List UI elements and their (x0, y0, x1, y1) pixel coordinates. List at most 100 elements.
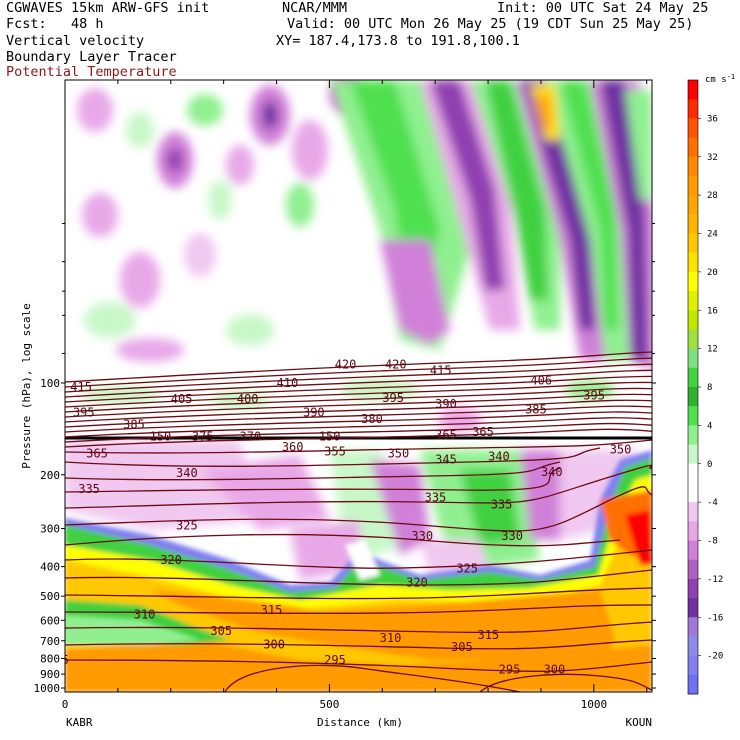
colorbar-label: 16 (707, 306, 718, 316)
colorbar-swatch (688, 425, 698, 446)
wave-band (430, 80, 505, 290)
model-label: CGWAVES 15km ARW-GFS init (6, 0, 210, 16)
colorbar-swatch (688, 502, 698, 522)
theta-label-text: 390 (435, 397, 457, 411)
colorbar-swatch (688, 329, 698, 350)
wave-cell (226, 145, 254, 185)
wave-cell (262, 101, 278, 129)
theta-label-text: 295 (499, 663, 521, 677)
trop-cell (200, 455, 330, 530)
wave-cell (77, 88, 113, 132)
colorbar-swatch (688, 559, 698, 580)
theta-label: 385 (525, 402, 547, 416)
colorbar-swatch (688, 214, 698, 234)
colorbar-label: 0 (707, 460, 712, 470)
theta-label-text: 415 (430, 364, 452, 378)
trop-cell (370, 460, 430, 555)
theta-label: 375 (192, 430, 214, 444)
theta-contour (65, 533, 621, 547)
colorbar-label: 24 (707, 230, 718, 240)
colorbar-swatch (688, 617, 698, 637)
colorbar-label: 4 (707, 421, 712, 431)
field1-label: Vertical velocity (6, 33, 145, 49)
theta-label: 305 (451, 640, 473, 654)
y-tick-label: 400 (40, 561, 60, 574)
y-tick-label: 200 (40, 469, 60, 482)
colorbar-swatch (688, 636, 698, 657)
wave-cell (187, 94, 223, 126)
wave-cell (120, 252, 160, 308)
wave-band (625, 90, 652, 200)
mid-cell (340, 378, 420, 402)
colorbar-swatch (688, 99, 698, 119)
theta-contour (65, 587, 652, 600)
theta-label: 360 (282, 440, 304, 454)
colorbar-label: 12 (707, 345, 718, 355)
theta-label-text: 350 (388, 446, 410, 460)
colorbar-label: -4 (707, 498, 718, 508)
right-endpoint-label: KOUN (626, 716, 653, 729)
vertical-velocity-field: 415 420 420 415 410 406 405 400 395 395 390 395 390 3… (65, 80, 652, 692)
theta-label: 325 (176, 518, 198, 532)
theta-label: 330 (501, 529, 523, 543)
theta-label-text: 385 (525, 402, 547, 416)
theta-label-text: 305 (210, 624, 232, 638)
theta-label: 345 (435, 452, 457, 466)
theta-label-text: 405 (171, 392, 193, 406)
tropospheric-cells (65, 440, 640, 580)
y-tick-label: 800 (40, 652, 60, 665)
field2-label: Boundary Layer Tracer (6, 49, 177, 65)
theta-label-text: 365 (472, 425, 494, 439)
trop-cell (520, 450, 560, 540)
theta-contour (224, 664, 521, 692)
theta-contour (65, 549, 652, 569)
colorbar-swatch (688, 271, 698, 292)
wave-band (485, 80, 548, 300)
theta-label: 320 (160, 553, 182, 567)
theta-contour (65, 399, 652, 423)
valid-time-label: Valid: 00 UTC Mon 26 May 25 (19 CDT Sun … (287, 16, 694, 32)
theta-label: 365 (472, 425, 494, 439)
theta-contour (479, 673, 652, 692)
theta-label: 310 (134, 608, 156, 622)
theta-label: 355 (324, 445, 346, 459)
colorbar-label: 20 (707, 268, 718, 278)
theta-label-text: 150 (150, 430, 172, 444)
theta-label-text: 390 (303, 406, 325, 420)
theta-contour (65, 363, 652, 393)
wave-cell (292, 120, 328, 180)
theta-label: 340 (488, 449, 510, 463)
theta-contour (65, 411, 652, 433)
theta-label-text: 360 (282, 440, 304, 454)
theta-label-text: 300 (544, 663, 566, 677)
colorbar-swatch (688, 367, 698, 388)
theta-contour (65, 422, 652, 443)
theta-label: 365 (435, 428, 457, 442)
theta-label: 415 (70, 380, 92, 394)
theta-label: 380 (361, 412, 383, 426)
theta-label: 390 (435, 397, 457, 411)
theta-label-text: 406 (530, 373, 552, 387)
theta-contour (65, 405, 652, 428)
colorbar-swatch (688, 310, 698, 330)
y-tick-label: 100 (40, 377, 60, 390)
theta-label: 335 (78, 482, 100, 496)
colorbar-swatch (688, 540, 698, 561)
colorbar-swatch (688, 233, 698, 254)
theta-contour (65, 464, 652, 509)
theta-label: 310 (380, 631, 402, 645)
init-label: Init: 00 UTC Sat 24 May 25 (497, 0, 709, 16)
theta-label-text: 380 (361, 412, 383, 426)
colorbar-label: 8 (707, 383, 712, 393)
theta-label-text: 340 (176, 466, 198, 480)
theta-label-text: 335 (491, 497, 513, 511)
plot-frame (64, 79, 653, 693)
y-axis-title: Pressure (hPa), log scale (20, 303, 33, 469)
theta-label-text: 335 (78, 482, 100, 496)
theta-label-text: 395 (382, 391, 404, 405)
wave-cell (82, 193, 118, 237)
colorbar-swatch (688, 80, 698, 100)
theta-label: 370 (240, 430, 262, 444)
colorbar-swatch (688, 598, 698, 618)
theta-label-text: 400 (237, 392, 259, 406)
